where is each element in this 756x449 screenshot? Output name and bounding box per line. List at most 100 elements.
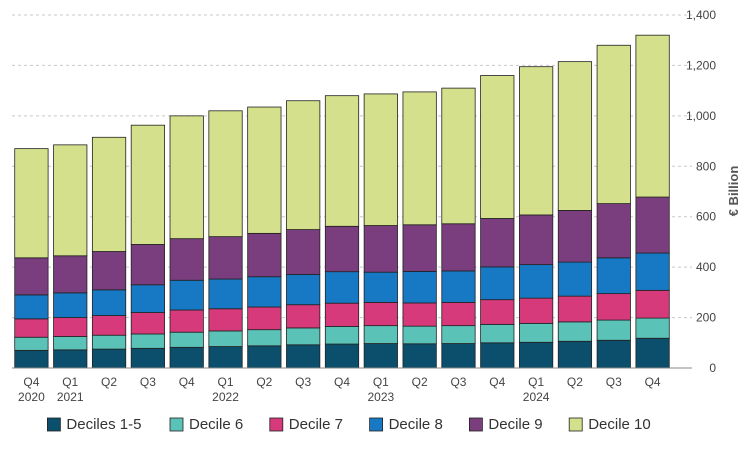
bar-segment-decile-6 <box>363 325 398 344</box>
legend-swatch <box>369 417 384 432</box>
bar-segment-decile-7 <box>169 309 204 333</box>
bar-segment-decile-7 <box>441 302 476 327</box>
x-tick-quarter: Q1 <box>62 375 78 389</box>
x-tick-quarter: Q4 <box>23 375 39 389</box>
bar-segment-decile-8 <box>441 270 476 303</box>
bar-segment-decile-9 <box>635 196 670 254</box>
legend-swatch <box>47 417 61 432</box>
bar-segment-deciles-1-5 <box>53 349 88 369</box>
bar-segment-deciles-1-5 <box>557 340 593 369</box>
bar-segment-decile-10 <box>247 106 282 234</box>
bar-segment-deciles-1-5 <box>14 349 49 369</box>
bar-segment-deciles-1-5 <box>169 346 204 369</box>
bar-segment-decile-9 <box>286 229 321 275</box>
x-tick-quarter: Q2 <box>412 375 428 389</box>
bar-segment-decile-9 <box>402 224 437 272</box>
bar-segment-decile-6 <box>208 330 243 347</box>
x-tick-quarter: Q3 <box>606 375 622 389</box>
bar-segment-decile-10 <box>402 91 437 226</box>
legend-label: Decile 10 <box>588 416 651 433</box>
bar-segment-decile-9 <box>480 218 515 268</box>
bar-segment-deciles-1-5 <box>363 343 398 369</box>
bar-segment-decile-6 <box>324 325 360 345</box>
bar-segment-decile-6 <box>130 333 165 349</box>
bar-segment-deciles-1-5 <box>596 339 631 369</box>
bar-segment-decile-6 <box>635 317 670 339</box>
x-tick-year: 2020 <box>18 390 45 404</box>
bar-segment-decile-7 <box>286 304 321 329</box>
bar-segment-decile-7 <box>363 302 398 327</box>
y-tick-label: 400 <box>696 260 716 274</box>
bar-segment-decile-10 <box>557 61 593 211</box>
bar-segment-decile-10 <box>130 124 165 245</box>
legend-swatch <box>269 417 284 432</box>
y-tick-label: 600 <box>696 210 716 224</box>
y-tick-label: 800 <box>696 159 716 173</box>
x-tick-quarter: Q4 <box>179 375 195 389</box>
y-tick-label: 200 <box>696 311 716 325</box>
legend: Deciles 1-5 Decile 6 Decile 7 Decile 8 Decil… <box>47 416 651 433</box>
bar-segment-decile-6 <box>247 329 282 347</box>
x-tick-quarter: Q2 <box>567 375 583 389</box>
bar-segment-decile-6 <box>441 325 476 344</box>
bar-segment-decile-9 <box>557 210 593 263</box>
bar-segment-decile-7 <box>480 299 515 325</box>
bar-segment-decile-8 <box>363 271 398 303</box>
bar-segment-decile-9 <box>14 257 49 296</box>
y-axis-ticks: 0 200 400 600 800 1,000 1,200 1,400 <box>686 8 716 375</box>
y-tick-label: 0 <box>709 361 716 375</box>
y-tick-label: 1,000 <box>686 109 716 123</box>
legend-swatch <box>169 417 184 432</box>
bar-segment-decile-6 <box>480 323 515 344</box>
bar-segment-decile-8 <box>635 252 670 291</box>
x-tick-quarter: Q2 <box>101 375 117 389</box>
bar-segment-decile-7 <box>53 317 88 337</box>
bar-segment-decile-10 <box>324 95 360 227</box>
bar-segment-decile-7 <box>247 306 282 331</box>
bar-segment-decile-8 <box>286 274 321 306</box>
bar-segment-decile-9 <box>519 214 554 266</box>
bar-segment-decile-10 <box>363 93 398 226</box>
bar-segment-decile-10 <box>14 148 49 259</box>
bar-segment-deciles-1-5 <box>441 343 476 369</box>
bar-segment-decile-9 <box>130 244 165 286</box>
bar-segment-decile-6 <box>91 334 127 350</box>
y-tick-label: 1,200 <box>686 58 716 72</box>
bar-segment-decile-9 <box>363 225 398 273</box>
bar-segment-decile-10 <box>53 144 88 257</box>
bar-segment-decile-9 <box>247 232 282 278</box>
bar-segment-decile-8 <box>402 271 437 304</box>
x-tick-quarter: Q3 <box>450 375 466 389</box>
bar-segment-decile-9 <box>91 251 127 291</box>
y-axis-label: € Billion <box>726 166 741 217</box>
bar-segment-decile-9 <box>596 203 631 259</box>
legend-label: Decile 9 <box>488 416 542 433</box>
bar-segment-decile-10 <box>91 136 127 252</box>
bar-segment-deciles-1-5 <box>480 342 515 369</box>
bars <box>14 34 670 369</box>
bar-segment-deciles-1-5 <box>286 344 321 369</box>
bar-segment-decile-10 <box>441 87 476 225</box>
x-tick-year: 2022 <box>212 390 239 404</box>
bar-segment-deciles-1-5 <box>130 347 165 369</box>
x-tick-quarter: Q3 <box>295 375 311 389</box>
bar-segment-decile-7 <box>208 308 243 332</box>
legend-label: Decile 7 <box>289 416 343 433</box>
bar-segment-decile-10 <box>169 115 204 240</box>
x-tick-quarter: Q4 <box>334 375 350 389</box>
bar-segment-decile-8 <box>208 278 243 310</box>
bar-segment-decile-6 <box>53 336 88 351</box>
legend-label: Decile 8 <box>389 416 443 433</box>
bar-segment-decile-6 <box>286 327 321 346</box>
bar-segment-decile-10 <box>208 110 243 238</box>
bar-segment-decile-8 <box>130 284 165 313</box>
bar-segment-decile-8 <box>324 271 360 304</box>
x-tick-quarter: Q4 <box>645 375 661 389</box>
x-tick-quarter: Q1 <box>218 375 234 389</box>
bar-segment-decile-8 <box>247 276 282 308</box>
bar-segment-decile-7 <box>596 293 631 321</box>
legend-swatch <box>568 417 583 432</box>
bar-segment-decile-8 <box>519 264 554 299</box>
